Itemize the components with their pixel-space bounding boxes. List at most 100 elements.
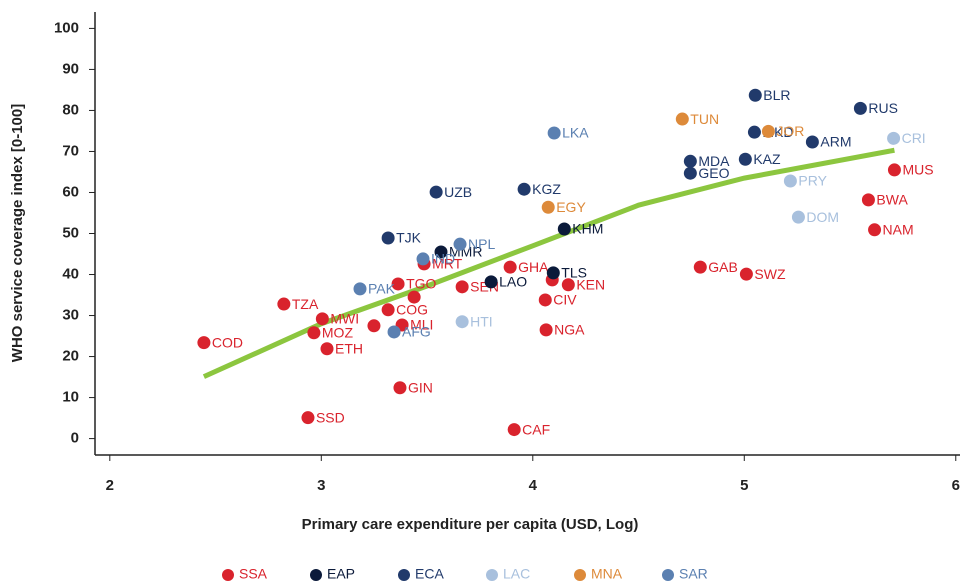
legend-label: EAP — [327, 566, 355, 582]
point-label: TJK — [396, 230, 422, 246]
point — [683, 154, 697, 168]
point-label: IND — [431, 251, 455, 267]
point — [387, 325, 401, 339]
point-label: PAK — [368, 281, 396, 297]
point — [693, 260, 707, 274]
point — [747, 125, 761, 139]
point — [381, 303, 395, 317]
point-label: GEO — [698, 165, 729, 181]
point — [407, 290, 421, 304]
legend-label: SAR — [679, 566, 708, 582]
point-label: KGZ — [532, 181, 561, 197]
x-tick-label: 2 — [106, 477, 114, 494]
point — [455, 280, 469, 294]
point — [367, 319, 381, 333]
y-tick-label: 40 — [62, 265, 79, 282]
point — [538, 293, 552, 307]
legend-label: MNA — [591, 566, 623, 582]
legend-swatch — [222, 569, 234, 581]
point — [541, 200, 555, 214]
point-label: CIV — [553, 292, 577, 308]
point — [455, 315, 469, 329]
legend-swatch — [486, 569, 498, 581]
point-label: MOZ — [322, 324, 354, 340]
x-tick-label: 4 — [529, 477, 538, 494]
point-label: EGY — [556, 199, 586, 215]
point-label: UZB — [444, 184, 472, 200]
point — [434, 245, 448, 259]
point — [791, 210, 805, 224]
point — [675, 112, 689, 126]
point-label: MUS — [902, 162, 933, 178]
y-tick-label: 30 — [62, 307, 79, 324]
point-label: MLI — [410, 317, 433, 333]
y-tick-label: 80 — [62, 101, 79, 118]
point — [315, 312, 329, 326]
point — [503, 260, 517, 274]
point-label: RUS — [868, 100, 898, 116]
x-axis-label: Primary care expenditure per capita (USD… — [302, 516, 639, 533]
point — [353, 282, 367, 296]
point — [748, 88, 762, 102]
point-label: MWI — [330, 311, 359, 327]
y-tick-label: 70 — [62, 142, 79, 159]
point-label: GAB — [708, 259, 738, 275]
point — [539, 323, 553, 337]
point — [381, 231, 395, 245]
point-label: SWZ — [754, 266, 786, 282]
point-label: NGA — [554, 322, 585, 338]
y-tick-label: 90 — [62, 60, 79, 77]
point-label: GIN — [408, 379, 433, 395]
point-label: DOM — [806, 209, 839, 225]
point — [547, 126, 561, 140]
point-label: KEN — [576, 276, 605, 292]
point — [853, 101, 867, 115]
point-label: JOR — [776, 123, 804, 139]
y-tick-label: 50 — [62, 224, 79, 241]
point-label: PRY — [798, 173, 827, 189]
point — [320, 342, 334, 356]
point — [683, 166, 697, 180]
point — [546, 266, 560, 280]
point-label: NAM — [883, 222, 914, 238]
point-label: SSD — [316, 409, 345, 425]
point-label: ARM — [820, 134, 851, 150]
point-label: MDA — [698, 153, 730, 169]
point-label: BLR — [763, 87, 790, 103]
point-label: TGO — [406, 276, 436, 292]
point — [453, 237, 467, 251]
point-label: KHM — [572, 221, 603, 237]
legend-label: ECA — [415, 566, 444, 582]
point — [861, 193, 875, 207]
point-label: CRI — [902, 130, 926, 146]
point — [429, 185, 443, 199]
point-label: MRT — [432, 256, 463, 272]
y-tick-label: 0 — [71, 430, 79, 447]
point-label: TZA — [292, 296, 319, 312]
point — [557, 222, 571, 236]
point-label: ETH — [335, 340, 363, 356]
point — [868, 223, 882, 237]
x-tick-label: 3 — [317, 477, 325, 494]
point — [805, 135, 819, 149]
point — [197, 336, 211, 350]
point — [887, 131, 901, 145]
point-label: AFG — [402, 324, 431, 340]
point-label: TLS — [561, 265, 587, 281]
point-label: COG — [396, 301, 428, 317]
point — [277, 297, 291, 311]
y-tick-label: 100 — [54, 19, 79, 36]
point-label: HTI — [470, 313, 493, 329]
x-tick-label: 5 — [740, 477, 748, 494]
point-label: KAZ — [753, 151, 781, 167]
point-label: NPL — [468, 236, 495, 252]
point — [484, 275, 498, 289]
point-label: BWA — [876, 192, 908, 208]
legend-label: LAC — [503, 566, 530, 582]
legend-swatch — [398, 569, 410, 581]
point — [301, 411, 315, 425]
point — [739, 267, 753, 281]
point — [761, 124, 775, 138]
point-label: LKA — [562, 125, 589, 141]
